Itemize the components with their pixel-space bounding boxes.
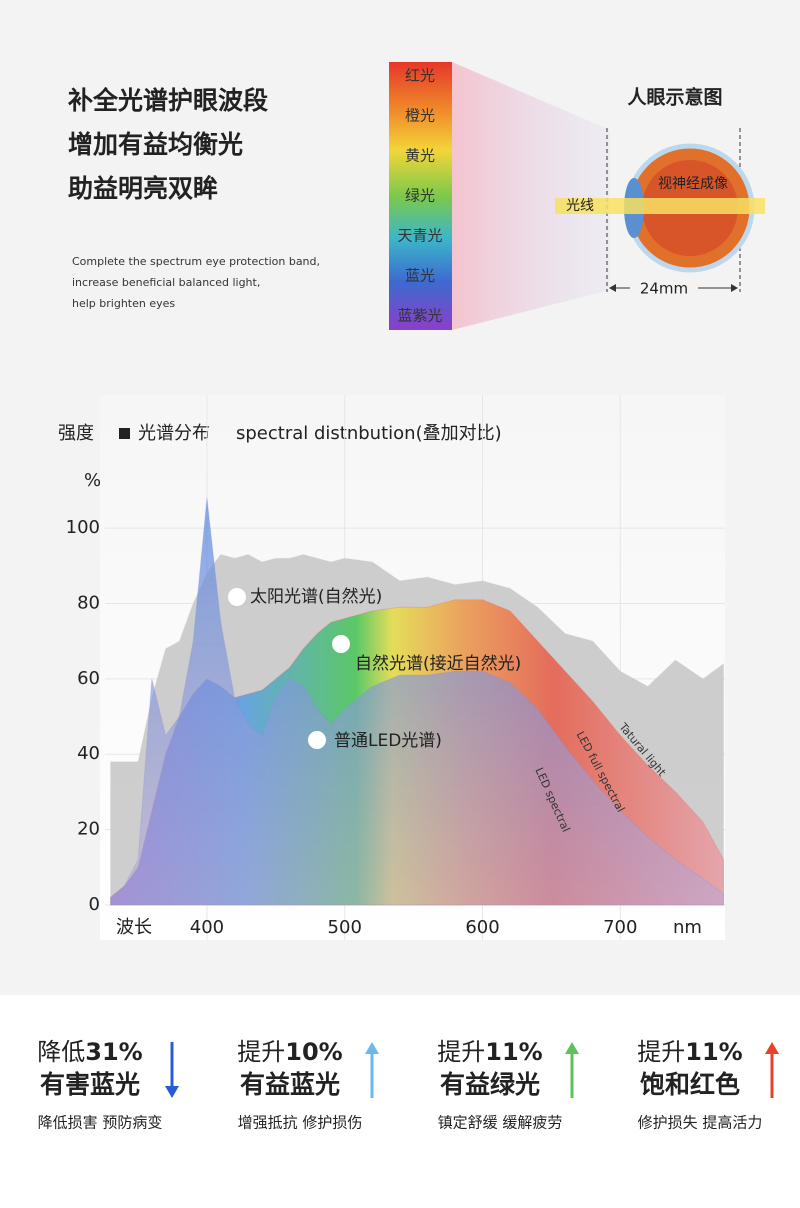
series-dot bbox=[228, 588, 246, 606]
y-unit: % bbox=[84, 470, 101, 491]
feature-target: 有害蓝光 bbox=[40, 1070, 140, 1099]
feature-amount: 11% bbox=[485, 1038, 542, 1066]
subtitle-line: Complete the spectrum eye protection ban… bbox=[72, 255, 320, 268]
feature-amount: 11% bbox=[685, 1038, 742, 1066]
y-tick-label: 40 bbox=[77, 743, 100, 764]
feature-target: 饱和红色 bbox=[640, 1070, 740, 1099]
subtitle-line: increase beneficial balanced light, bbox=[72, 276, 260, 289]
size-label: 24mm bbox=[640, 280, 688, 298]
area bbox=[110, 497, 725, 906]
y-tick-label: 100 bbox=[66, 517, 100, 538]
feature-amount: 31% bbox=[85, 1038, 142, 1066]
arrow-head bbox=[365, 1042, 379, 1054]
x-tick-label: 600 bbox=[465, 917, 499, 938]
feature-note: 镇定舒缓 缓解疲劳 bbox=[438, 1114, 563, 1132]
arrowhead bbox=[731, 284, 738, 292]
arrow-head bbox=[165, 1086, 179, 1098]
series-dot bbox=[332, 635, 350, 653]
feature-note: 修护损失 提高活力 bbox=[638, 1114, 763, 1132]
y-tick-label: 60 bbox=[77, 668, 100, 689]
legend-square bbox=[119, 428, 130, 439]
feature-target: 有益蓝光 bbox=[240, 1070, 340, 1099]
x-unit: nm bbox=[673, 917, 702, 938]
title-line: 增加有益均衡光 bbox=[68, 130, 243, 159]
feature-change: 提升10% bbox=[237, 1038, 342, 1066]
feature-amount: 10% bbox=[285, 1038, 342, 1066]
title-line: 补全光谱护眼波段 bbox=[68, 86, 268, 115]
spectrum-label: 蓝紫光 bbox=[397, 307, 442, 325]
y-tick-label: 80 bbox=[77, 592, 100, 613]
x-tick-label: 500 bbox=[328, 917, 362, 938]
spectrum-label: 橙光 bbox=[405, 107, 435, 125]
series-dot bbox=[308, 731, 326, 749]
light-ray bbox=[555, 198, 765, 214]
feature-target: 有益绿光 bbox=[440, 1070, 540, 1099]
light-label: 光线 bbox=[566, 198, 594, 214]
arrow-head bbox=[765, 1042, 779, 1054]
spectrum-label: 蓝光 bbox=[405, 267, 435, 285]
feature-change: 提升11% bbox=[437, 1038, 542, 1066]
chart-title: 光谱分布 bbox=[138, 423, 210, 444]
bottom-background bbox=[0, 995, 800, 1208]
y-axis-label: 强度 bbox=[58, 423, 94, 444]
spectrum-label: 黄光 bbox=[405, 147, 435, 165]
subtitle-line: help brighten eyes bbox=[72, 297, 175, 310]
series-label: 普通LED光谱) bbox=[334, 731, 442, 751]
spectrum-label: 天青光 bbox=[397, 227, 442, 245]
series-label: 太阳光谱(自然光) bbox=[250, 587, 382, 607]
feature-change: 降低31% bbox=[37, 1038, 142, 1066]
feature-verb: 降低 bbox=[37, 1038, 85, 1066]
series-label: 自然光谱(接近自然光) bbox=[355, 654, 521, 674]
x-tick-label: 400 bbox=[190, 917, 224, 938]
spectrum-label: 绿光 bbox=[405, 187, 435, 205]
arrowhead bbox=[609, 284, 616, 292]
y-tick-label: 0 bbox=[89, 894, 100, 915]
feature-verb: 提升 bbox=[437, 1038, 485, 1066]
light-cone bbox=[452, 62, 610, 330]
feature-verb: 提升 bbox=[237, 1038, 285, 1066]
title-line: 助益明亮双眸 bbox=[68, 174, 218, 203]
feature-verb: 提升 bbox=[637, 1038, 685, 1066]
feature-change: 提升11% bbox=[637, 1038, 742, 1066]
spectrum-label: 红光 bbox=[405, 67, 435, 85]
arrow-head bbox=[565, 1042, 579, 1054]
image-label: 视神经成像 bbox=[658, 176, 728, 192]
eye-title: 人眼示意图 bbox=[627, 86, 722, 109]
feature-note: 降低损害 预防病变 bbox=[38, 1114, 163, 1132]
spectrum-bar bbox=[389, 62, 452, 330]
y-tick-label: 20 bbox=[77, 819, 100, 840]
feature-note: 增强抵抗 修护损伤 bbox=[238, 1114, 363, 1132]
chart-subtitle: spectral distnbution(叠加对比) bbox=[236, 423, 502, 444]
x-tick-label: 700 bbox=[603, 917, 637, 938]
x-axis-label: 波长 bbox=[116, 917, 152, 938]
